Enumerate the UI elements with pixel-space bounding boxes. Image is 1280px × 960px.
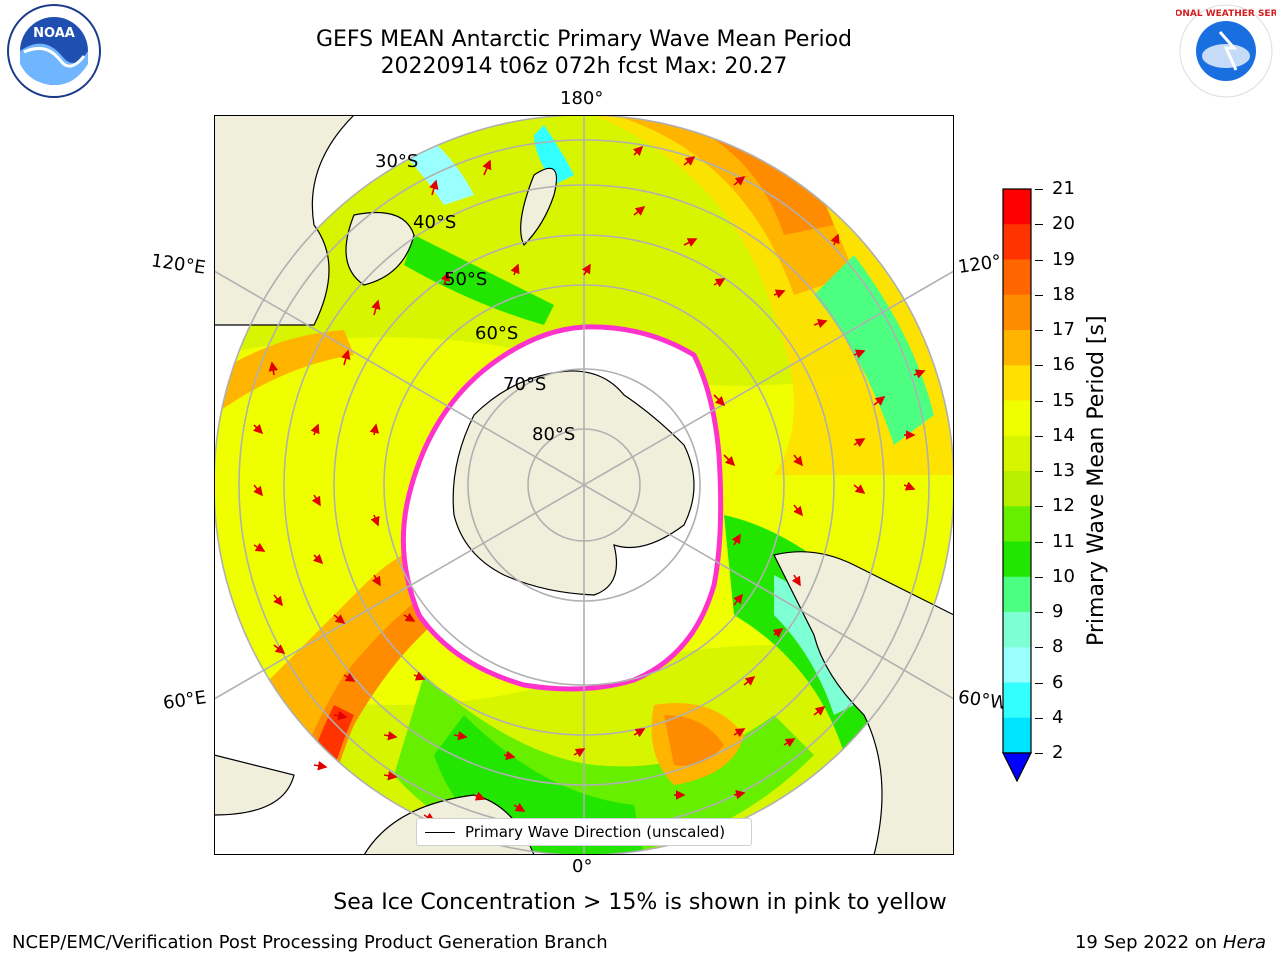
wave-direction-arrows — [252, 145, 926, 822]
colorbar-tick — [1035, 506, 1043, 508]
colorbar-tick-label: 11 — [1052, 530, 1075, 552]
colorbar-block — [1003, 647, 1031, 683]
colorbar-block — [1003, 365, 1031, 401]
colorbar-tick — [1035, 753, 1043, 754]
colorbar-tick — [1035, 330, 1043, 331]
lon-label-120e: 120°E — [149, 250, 207, 279]
colorbar-block — [1003, 682, 1031, 719]
colorbar-tick-label: 2 — [1052, 742, 1064, 763]
title-line-1: GEFS MEAN Antarctic Primary Wave Mean Pe… — [315, 27, 853, 52]
colorbar-tick-label: 20 — [1052, 213, 1075, 235]
colorbar-block — [1003, 471, 1031, 507]
colorbar-tick-label: 8 — [1052, 636, 1064, 658]
svg-text:NOAA: NOAA — [33, 26, 75, 41]
sea-ice-note: Sea Ice Concentration > 15% is shown in … — [333, 890, 947, 915]
title-line-2: 20220914 t06z 072h fcst Max: 20.27 — [380, 54, 788, 79]
colorbar-tick — [1035, 365, 1043, 367]
lat-label-80s: 80°S — [532, 424, 576, 445]
colorbar-tick — [1035, 259, 1043, 261]
colorbar-tick-label: 13 — [1052, 460, 1075, 481]
stamp-host: Hera — [1222, 932, 1266, 953]
colorbar-tick — [1035, 647, 1043, 649]
legend-label: Primary Wave Direction (unscaled) — [465, 823, 726, 841]
colorbar-block — [1003, 189, 1031, 225]
colorbar-label: Primary Wave Mean Period [s] — [1084, 315, 1109, 646]
colorbar-tick — [1035, 294, 1043, 296]
colorbar-tick — [1035, 189, 1043, 190]
map-legend: Primary Wave Direction (unscaled) — [416, 818, 752, 846]
colorbar-tick — [1035, 400, 1043, 402]
colorbar-tick — [1035, 576, 1043, 578]
colorbar-block — [1003, 259, 1031, 296]
svg-text:NATIONAL WEATHER SERVICE: NATIONAL WEATHER SERVICE — [1176, 9, 1276, 19]
colorbar-tick — [1035, 224, 1043, 226]
colorbar-tick-label: 12 — [1052, 495, 1075, 517]
colorbar-tick-label: 10 — [1052, 565, 1075, 587]
stamp-date: 19 Sep 2022 on — [1074, 932, 1218, 953]
legend-line-swatch — [425, 831, 455, 833]
colorbar-block — [1003, 224, 1031, 260]
colorbar-extend-arrow — [1002, 752, 1032, 783]
colorbar-tick-label: 15 — [1052, 389, 1075, 411]
colorbar-tick-label: 4 — [1052, 706, 1064, 728]
graticule — [214, 115, 954, 855]
colorbar-block — [1003, 576, 1031, 613]
colorbar-tick — [1035, 612, 1043, 613]
south-america — [773, 551, 954, 855]
colorbar-block — [1003, 294, 1031, 331]
colorbar-tick-label: 21 — [1052, 178, 1075, 199]
colorbar-tick — [1035, 541, 1043, 543]
lat-label-30s: 30°S — [375, 151, 419, 172]
colorbar-tick-label: 19 — [1052, 248, 1075, 270]
colorbar — [1002, 188, 1032, 783]
lat-label-50s: 50°S — [444, 269, 488, 290]
colorbar-tick-label: 6 — [1052, 671, 1064, 693]
lon-label-180: 180° — [560, 88, 604, 109]
colorbar-block — [1003, 612, 1031, 648]
colorbar-block — [1003, 506, 1031, 542]
polar-map — [214, 115, 954, 855]
australia — [214, 115, 355, 326]
colorbar-block — [1003, 435, 1031, 472]
colorbar-tick — [1035, 682, 1043, 684]
colorbar-tick-label: 18 — [1052, 283, 1075, 305]
date-stamp: 19 Sep 2022 on Hera — [1075, 932, 1266, 953]
credit-text: NCEP/EMC/Verification Post Processing Pr… — [12, 932, 608, 953]
colorbar-tick-label: 9 — [1052, 601, 1064, 622]
lon-label-0: 0° — [572, 856, 593, 877]
lat-label-60s: 60°S — [475, 323, 519, 344]
lat-label-40s: 40°S — [413, 212, 457, 233]
colorbar-block — [1003, 717, 1031, 754]
colorbar-block — [1003, 541, 1031, 578]
lon-label-60e: 60°E — [161, 687, 208, 714]
colorbar-tick — [1035, 471, 1043, 472]
colorbar-tick — [1035, 435, 1043, 437]
lat-label-70s: 70°S — [503, 374, 547, 395]
lon-label-120w: 120° — [956, 251, 1003, 278]
nws-logo: NATIONAL WEATHER SERVICE — [1176, 4, 1276, 98]
colorbar-block — [1003, 400, 1031, 437]
noaa-logo: NOAA — [7, 4, 101, 98]
antarctica — [452, 370, 695, 596]
colorbar-tick-label: 14 — [1052, 424, 1075, 446]
colorbar-tick — [1035, 717, 1043, 719]
colorbar-tick-label: 16 — [1052, 354, 1075, 376]
colorbar-tick-label: 17 — [1052, 319, 1075, 340]
colorbar-block — [1003, 330, 1031, 366]
